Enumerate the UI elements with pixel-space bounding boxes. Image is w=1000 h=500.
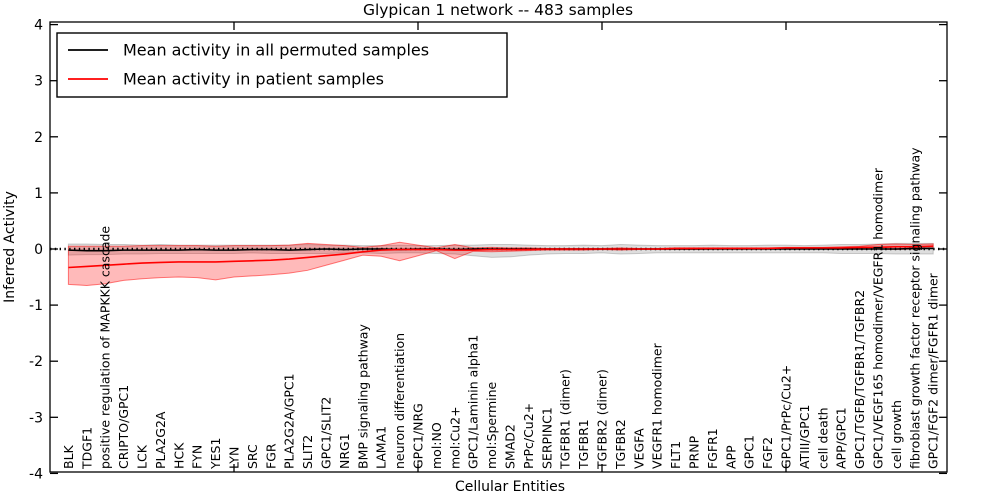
x-category-label: SERPINC1	[539, 407, 554, 469]
x-category-label: positive regulation of MAPKKK cascade	[98, 226, 113, 469]
x-category-label: cell death	[815, 407, 830, 469]
x-category-label: CRIPTO/GPC1	[116, 385, 131, 469]
legend-label: Mean activity in patient samples	[123, 70, 384, 89]
x-category-label: GPC1/FGF2 dimer/FGFR1 dimer	[926, 272, 941, 469]
x-category-label: YES1	[208, 438, 223, 470]
x-category-label: PLA2G2A	[153, 411, 168, 469]
x-category-label: neuron differentiation	[392, 333, 407, 469]
x-category-label: mol:Cu2+	[447, 406, 462, 469]
line-patient-mean	[68, 245, 934, 269]
y-tick-label: 2	[34, 130, 43, 146]
x-category-label: GPC1/Laminin alpha1	[466, 335, 481, 469]
x-category-label: TGFBR1	[576, 419, 591, 470]
x-category-label: HCK	[171, 442, 186, 469]
y-tick-label: 4	[34, 18, 43, 34]
y-tick-label: 3	[34, 74, 43, 90]
x-category-label: VEGFA	[631, 428, 646, 469]
x-category-label: SMAD2	[503, 424, 518, 469]
x-category-label: VEGFR1 homodimer	[650, 342, 665, 469]
y-tick-label: 0	[34, 242, 43, 258]
band-permuted-samples	[67, 242, 934, 258]
x-category-label: LAMA1	[374, 426, 389, 469]
x-category-label: GPC1/TGFB/TGFBR1/TGFBR2	[852, 290, 867, 469]
x-category-label: ATIII/GPC1	[797, 405, 812, 469]
y-axis-title: Inferred Activity	[2, 191, 18, 303]
y-tick-label: 1	[34, 186, 43, 202]
legend-box	[56, 32, 508, 98]
x-category-label: TGFBR2 (dimer)	[595, 369, 610, 470]
x-category-label: LCK	[135, 444, 150, 469]
chart-title: Glypican 1 network -- 483 samples	[363, 1, 633, 19]
y-axis: 4 3 2 1 0 -1 -2 -3 -4	[29, 18, 947, 482]
x-axis-major-ticks	[233, 22, 787, 472]
x-category-labels: BLK TDGF1 positive regulation of MAPKKK ca…	[61, 147, 941, 470]
x-category-label: PrPc/Cu2+	[521, 403, 536, 469]
x-category-label: GPC1/SLIT2	[319, 397, 334, 469]
x-category-label: mol:Spermine	[484, 381, 499, 469]
x-category-label: PRNP	[687, 435, 702, 469]
x-category-label: cell growth	[889, 400, 904, 469]
x-category-label: FGFR1	[705, 428, 720, 469]
x-category-label: SRC	[245, 444, 260, 469]
x-category-label: SLIT2	[300, 435, 315, 469]
legend: Mean activity in all permuted samples Mea…	[56, 32, 508, 98]
confidence-bands	[67, 241, 934, 286]
x-category-label: FLT1	[668, 441, 683, 469]
x-category-label: APP/GPC1	[834, 407, 849, 469]
x-category-label: GPC1/VEGF165 homodimer/VEGFR1 homodimer	[871, 167, 886, 469]
x-category-label: PLA2G2A/GPC1	[282, 373, 297, 469]
x-category-label: GPC1/PrPc/Cu2+	[779, 365, 794, 469]
x-category-label: FGR	[263, 443, 278, 469]
y-tick-label: -2	[29, 354, 43, 370]
legend-label: Mean activity in all permuted samples	[123, 41, 429, 60]
x-category-label: GPC1	[742, 435, 757, 469]
y-tick-label: -4	[29, 466, 43, 482]
x-category-label: mol:NO	[429, 422, 444, 469]
x-category-label: BLK	[61, 444, 76, 469]
x-category-label: TDGF1	[79, 427, 94, 470]
x-category-label: fibroblast growth factor receptor signal…	[907, 147, 922, 469]
x-category-label: LYN	[227, 447, 242, 469]
x-category-label: BMP signaling pathway	[355, 324, 370, 469]
x-category-label: TGFBR1 (dimer)	[558, 369, 573, 470]
y-tick-label: -3	[29, 410, 43, 426]
x-category-label: TGFBR2	[613, 419, 628, 470]
x-category-label: NRG1	[337, 433, 352, 469]
x-axis-title: Cellular Entities	[455, 479, 565, 495]
x-category-label: FGF2	[760, 437, 775, 469]
y-tick-label: -1	[29, 298, 43, 314]
x-category-label: APP	[723, 445, 738, 469]
x-category-label: FYN	[190, 445, 205, 469]
axes-frame	[49, 21, 948, 473]
x-category-label: GPC1/NRG	[411, 403, 426, 469]
